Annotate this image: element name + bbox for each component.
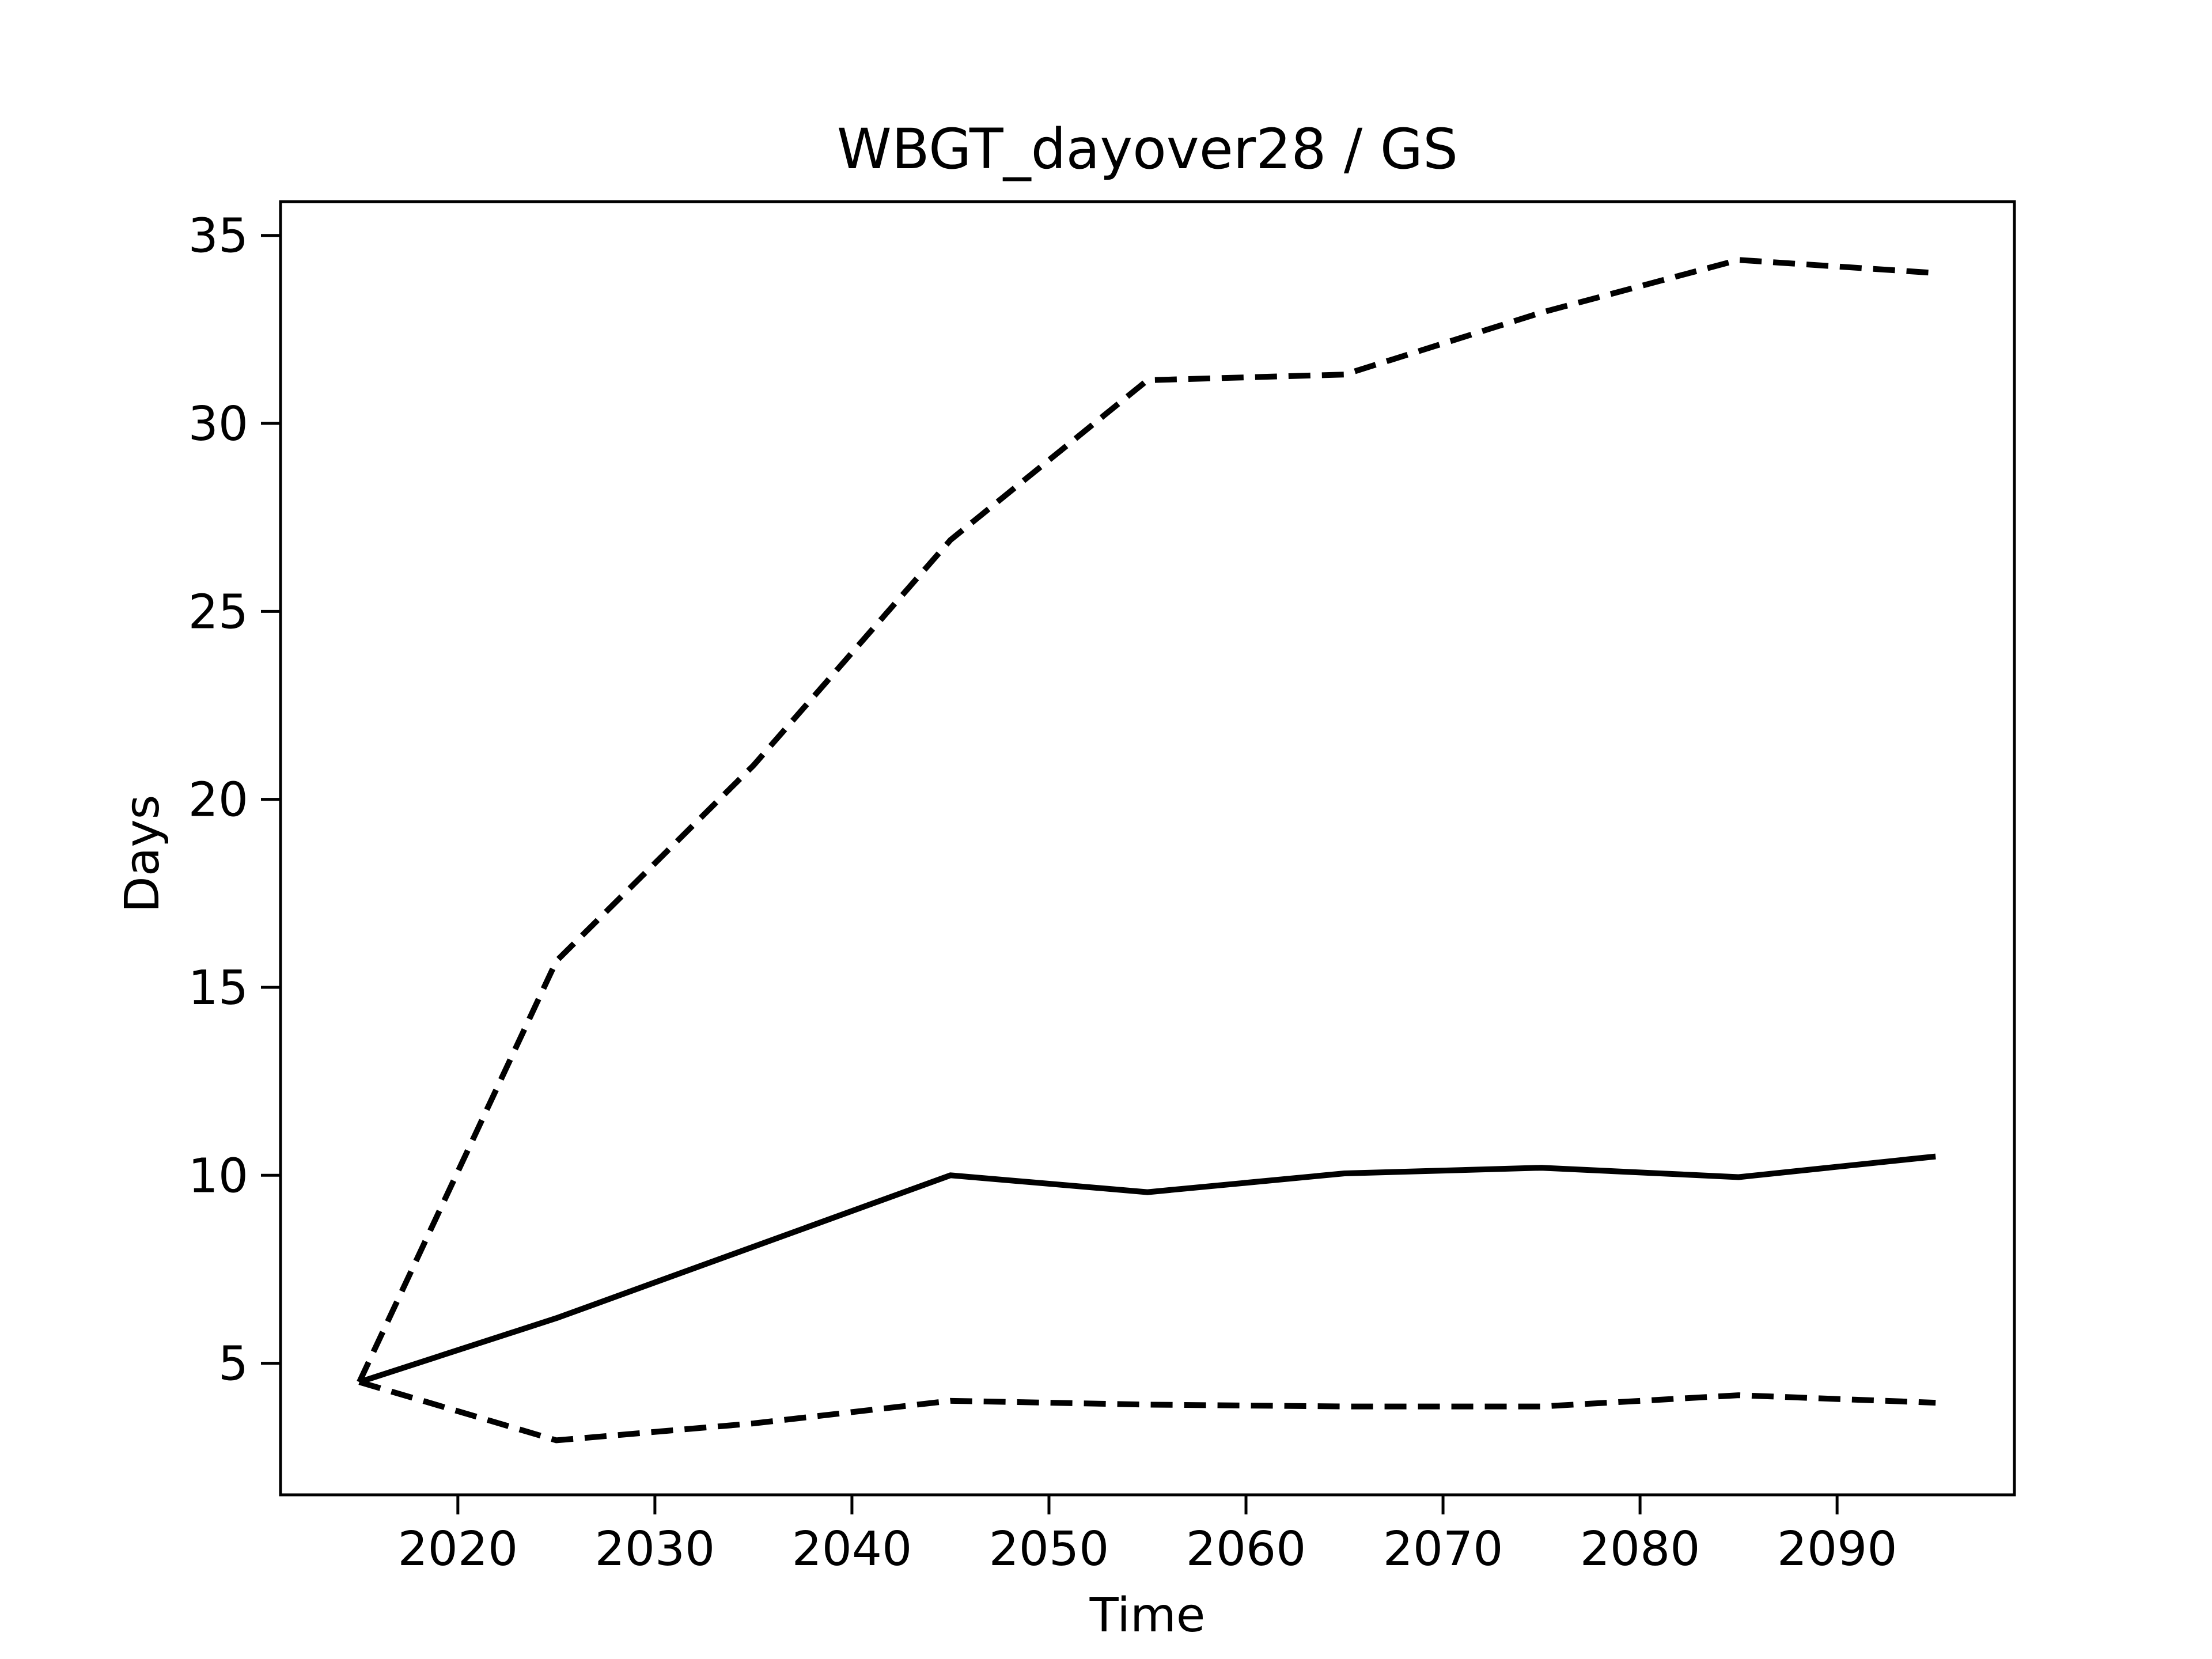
x-tick-label: 2060 [1186, 1522, 1306, 1577]
chart-title: WBGT_dayover28 / GS [837, 117, 1458, 181]
series-line-median [358, 1153, 1936, 1385]
x-tick-label: 2050 [989, 1522, 1109, 1577]
y-tick-label: 20 [188, 773, 248, 828]
x-tick-label: 2030 [595, 1522, 715, 1577]
x-tick-label: 2090 [1777, 1522, 1897, 1577]
x-tick-label: 2020 [397, 1522, 518, 1577]
x-axis-label: Time [1089, 1588, 1206, 1643]
series-line-lower-bound [358, 1379, 1936, 1444]
y-tick-label: 35 [188, 209, 248, 264]
y-tick-label: 25 [188, 585, 248, 639]
y-tick-label: 5 [218, 1337, 248, 1392]
x-tick-label: 2070 [1383, 1522, 1503, 1577]
x-tick-label: 2040 [792, 1522, 912, 1577]
x-tick-label: 2080 [1580, 1522, 1700, 1577]
plot-area-frame [279, 200, 2016, 1497]
y-axis-ticks: 5 10 15 20 25 30 35 [188, 209, 281, 1392]
y-tick-label: 15 [188, 961, 248, 1016]
y-tick-label: 10 [188, 1149, 248, 1203]
x-axis-ticks: 2020 2030 2040 2050 2060 2070 2080 2090 [397, 1495, 1897, 1577]
y-tick-label: 30 [188, 397, 248, 452]
y-axis-label: Days [115, 795, 170, 913]
series-layer [357, 257, 1936, 1444]
